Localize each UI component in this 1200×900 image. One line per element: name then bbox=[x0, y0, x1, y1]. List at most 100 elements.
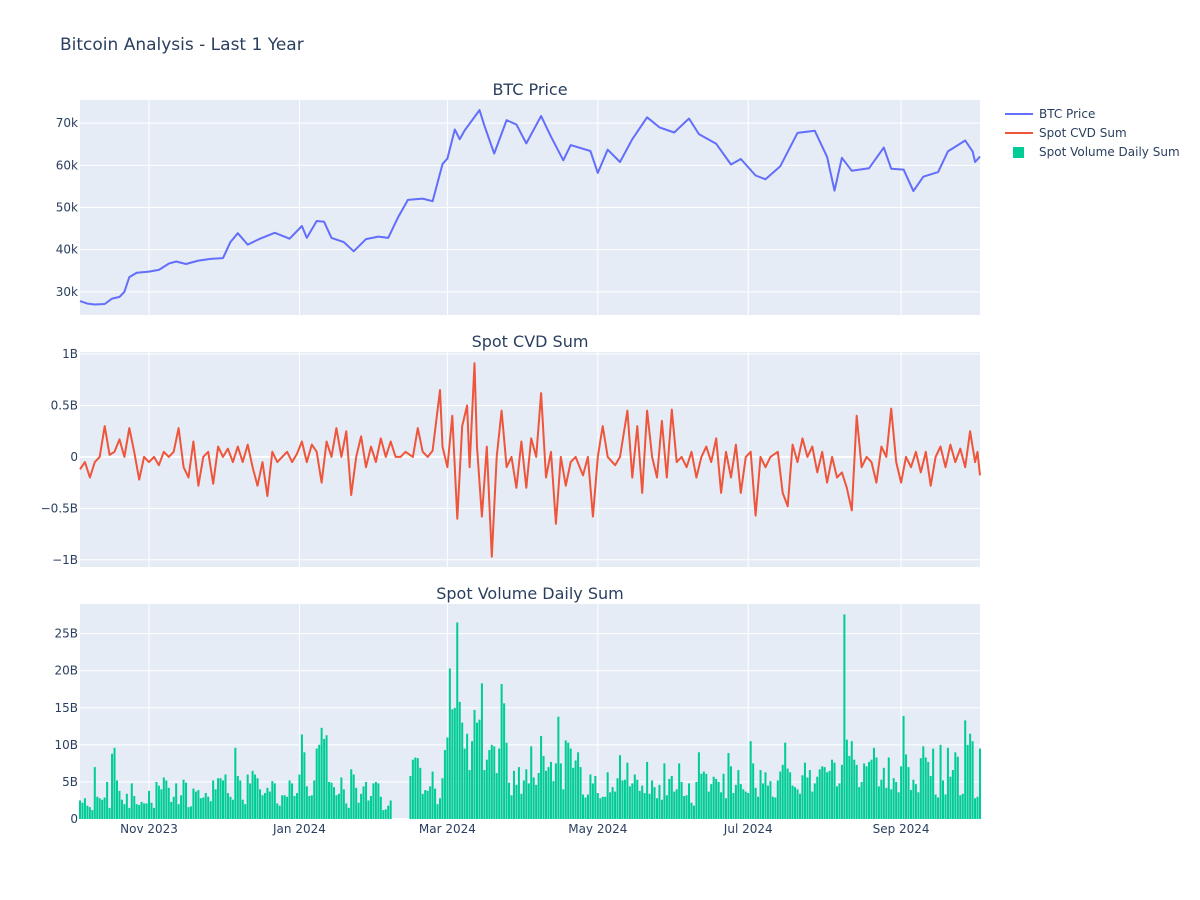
volume-bar[interactable] bbox=[372, 783, 375, 819]
volume-bar[interactable] bbox=[668, 778, 671, 819]
volume-bar[interactable] bbox=[310, 795, 313, 819]
volume-bar[interactable] bbox=[927, 761, 930, 819]
volume-bar[interactable] bbox=[840, 764, 843, 819]
volume-bar[interactable] bbox=[78, 800, 82, 819]
volume-bar[interactable] bbox=[589, 774, 592, 819]
volume-bar[interactable] bbox=[670, 776, 673, 819]
volume-bar[interactable] bbox=[806, 777, 809, 819]
volume-bar[interactable] bbox=[106, 781, 109, 819]
volume-bar[interactable] bbox=[278, 805, 281, 819]
volume-bar[interactable] bbox=[330, 782, 333, 819]
volume-bar[interactable] bbox=[757, 796, 760, 819]
volume-bar[interactable] bbox=[971, 741, 974, 819]
volume-bar[interactable] bbox=[409, 776, 412, 819]
volume-bar[interactable] bbox=[160, 789, 163, 819]
volume-bar[interactable] bbox=[345, 803, 348, 819]
volume-bar[interactable] bbox=[263, 793, 266, 819]
volume-bar[interactable] bbox=[231, 799, 234, 819]
volume-bar[interactable] bbox=[468, 770, 471, 819]
volume-bar[interactable] bbox=[540, 735, 543, 819]
volume-bar[interactable] bbox=[498, 748, 501, 819]
volume-bar[interactable] bbox=[167, 787, 170, 819]
volume-bar[interactable] bbox=[108, 807, 111, 819]
volume-bar[interactable] bbox=[688, 783, 691, 819]
volume-bar[interactable] bbox=[919, 758, 922, 819]
volume-bar[interactable] bbox=[868, 761, 871, 819]
volume-bar[interactable] bbox=[81, 802, 84, 819]
volume-bar[interactable] bbox=[549, 761, 552, 819]
volume-bar[interactable] bbox=[239, 780, 242, 819]
volume-bar[interactable] bbox=[414, 757, 417, 819]
volume-bar[interactable] bbox=[880, 779, 883, 819]
volume-bar[interactable] bbox=[648, 793, 651, 819]
volume-bar[interactable] bbox=[720, 792, 723, 819]
volume-bar[interactable] bbox=[895, 781, 898, 819]
volume-bar[interactable] bbox=[833, 762, 836, 819]
volume-bar[interactable] bbox=[623, 779, 626, 819]
volume-bar[interactable] bbox=[125, 793, 128, 819]
volume-bar[interactable] bbox=[700, 773, 703, 819]
volume-bar[interactable] bbox=[742, 789, 745, 819]
volume-bar[interactable] bbox=[298, 774, 301, 819]
volume-bar[interactable] bbox=[798, 793, 802, 819]
volume-bar[interactable] bbox=[313, 780, 316, 819]
volume-bar[interactable] bbox=[140, 801, 143, 819]
volume-bar[interactable] bbox=[111, 753, 114, 819]
volume-bar[interactable] bbox=[189, 806, 192, 819]
volume-bar[interactable] bbox=[241, 799, 244, 819]
volume-bar[interactable] bbox=[443, 750, 446, 819]
volume-bar[interactable] bbox=[382, 810, 385, 819]
volume-bar[interactable] bbox=[490, 744, 493, 819]
volume-bar[interactable] bbox=[853, 759, 856, 819]
volume-bar[interactable] bbox=[268, 791, 271, 819]
volume-bar[interactable] bbox=[882, 767, 885, 819]
volume-bar[interactable] bbox=[892, 778, 895, 819]
volume-bar[interactable] bbox=[98, 798, 101, 819]
volume-bar[interactable] bbox=[579, 767, 582, 819]
volume-bar[interactable] bbox=[860, 781, 863, 819]
volume-bar[interactable] bbox=[300, 734, 303, 819]
volume-bar[interactable] bbox=[542, 755, 545, 819]
volume-bar[interactable] bbox=[621, 780, 624, 819]
volume-bar[interactable] bbox=[966, 744, 969, 819]
cvd-series-line[interactable] bbox=[79, 362, 981, 558]
volume-bar[interactable] bbox=[483, 770, 486, 819]
volume-bar[interactable] bbox=[93, 767, 96, 819]
volume-bar[interactable] bbox=[633, 774, 636, 819]
volume-bar[interactable] bbox=[365, 781, 368, 819]
legend-item-spot-volume[interactable]: Spot Volume Daily Sum bbox=[1013, 145, 1180, 159]
volume-bar[interactable] bbox=[863, 763, 866, 819]
volume-bar[interactable] bbox=[872, 747, 875, 819]
volume-bar[interactable] bbox=[347, 807, 350, 819]
volume-bar[interactable] bbox=[692, 805, 695, 819]
volume-bar[interactable] bbox=[609, 792, 612, 819]
volume-bar[interactable] bbox=[695, 781, 698, 819]
volume-bar[interactable] bbox=[658, 784, 661, 819]
volume-bar[interactable] bbox=[769, 781, 772, 819]
volume-bar[interactable] bbox=[478, 719, 481, 819]
legend-item-btc-price[interactable]: BTC Price bbox=[1005, 107, 1095, 121]
volume-bar[interactable] bbox=[887, 757, 890, 819]
volume-bar[interactable] bbox=[222, 780, 225, 819]
volume-bar[interactable] bbox=[374, 781, 377, 819]
volume-bar[interactable] bbox=[562, 789, 565, 819]
volume-bar[interactable] bbox=[628, 786, 631, 819]
volume-bar[interactable] bbox=[101, 799, 104, 819]
volume-bar[interactable] bbox=[175, 783, 178, 819]
volume-bar[interactable] bbox=[135, 804, 138, 819]
volume-bar[interactable] bbox=[180, 795, 183, 819]
volume-bar[interactable] bbox=[643, 793, 646, 819]
volume-bar[interactable] bbox=[522, 780, 525, 819]
volume-bar[interactable] bbox=[552, 781, 555, 819]
volume-bar[interactable] bbox=[273, 783, 276, 819]
volume-bar[interactable] bbox=[357, 802, 360, 819]
volume-bar[interactable] bbox=[771, 796, 774, 819]
volume-bar[interactable] bbox=[835, 786, 838, 819]
volume-bar[interactable] bbox=[157, 785, 160, 819]
volume-bar[interactable] bbox=[249, 783, 252, 819]
volume-bar[interactable] bbox=[515, 784, 518, 819]
volume-bar[interactable] bbox=[663, 763, 666, 819]
volume-bar[interactable] bbox=[717, 781, 720, 819]
volume-bar[interactable] bbox=[165, 780, 168, 819]
volume-bar[interactable] bbox=[283, 795, 286, 819]
